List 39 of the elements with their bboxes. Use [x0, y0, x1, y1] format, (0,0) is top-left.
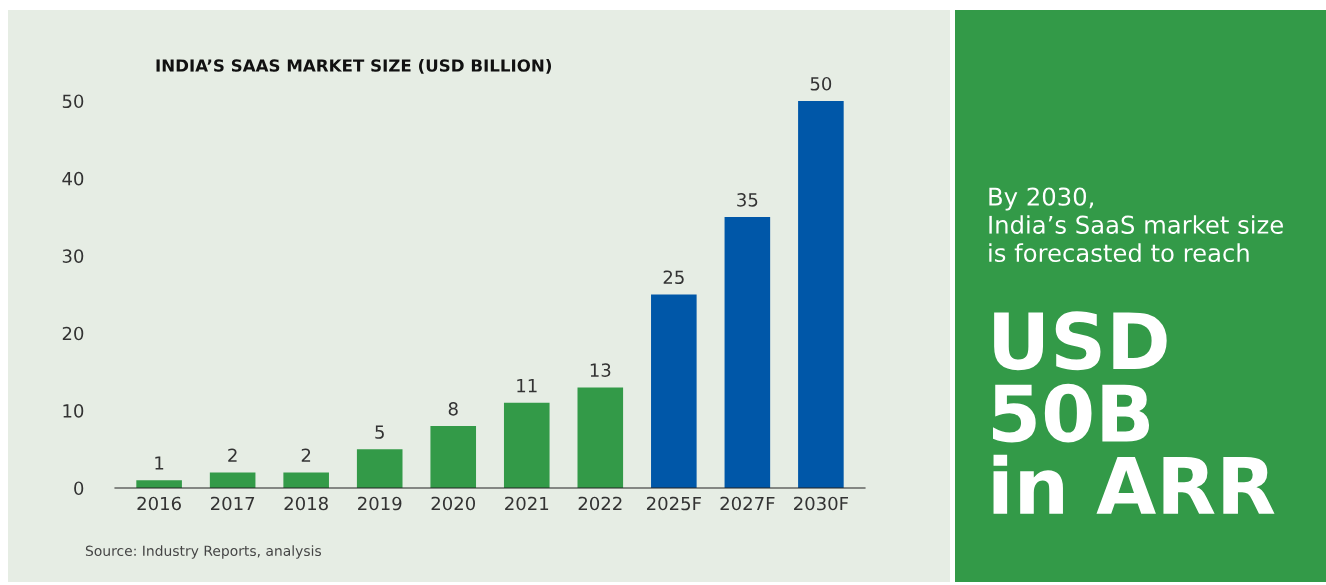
data-label: 5: [375, 425, 384, 439]
bar: [651, 294, 697, 488]
data-label: 13: [590, 363, 611, 377]
bar: [577, 387, 624, 488]
data-label: 2: [301, 448, 311, 462]
bar: [503, 402, 550, 488]
x-tick-label: 2020: [431, 496, 476, 511]
y-tick-label: 30: [62, 249, 84, 263]
data-label: 1: [155, 456, 164, 470]
x-tick-label: 2018: [284, 496, 328, 511]
bar: [136, 480, 182, 488]
data-label: 2: [228, 448, 237, 462]
y-tick-label: 50: [62, 94, 84, 109]
x-tick-label: 2019: [358, 496, 402, 511]
y-tick-label: 10: [63, 404, 84, 418]
data-label: 50: [810, 76, 832, 91]
y-tick-label: 40: [62, 171, 84, 186]
y-tick-label: 0: [74, 481, 84, 496]
x-tick-label: 2022: [578, 496, 622, 511]
bar: [724, 217, 771, 488]
bar: [283, 472, 329, 488]
x-tick-label: 2025F: [646, 496, 701, 511]
data-label: 25: [663, 270, 684, 285]
x-tick-label: 2017: [210, 496, 255, 511]
x-tick-label: 2030F: [794, 496, 848, 511]
bar: [356, 449, 403, 488]
data-label: 8: [448, 401, 458, 416]
y-tick-label: 20: [62, 326, 84, 341]
x-tick-label: 2027F: [720, 496, 775, 511]
x-tick-label: 2021: [505, 496, 549, 511]
chart-title: INDIA’S SAAS MARKET SIZE (USD BILLION): [156, 58, 552, 74]
bar: [798, 101, 844, 488]
source-note: Source: Industry Reports, analysis: [85, 545, 321, 559]
data-label: 11: [517, 379, 537, 393]
x-tick-label: 2016: [137, 496, 181, 511]
text: By 2030, India’s SaaS market size is forecasted to reach: [989, 187, 1283, 263]
data-label: 35: [737, 193, 758, 207]
text: USD 50B in ARR: [993, 311, 1275, 514]
bar: [430, 426, 477, 488]
